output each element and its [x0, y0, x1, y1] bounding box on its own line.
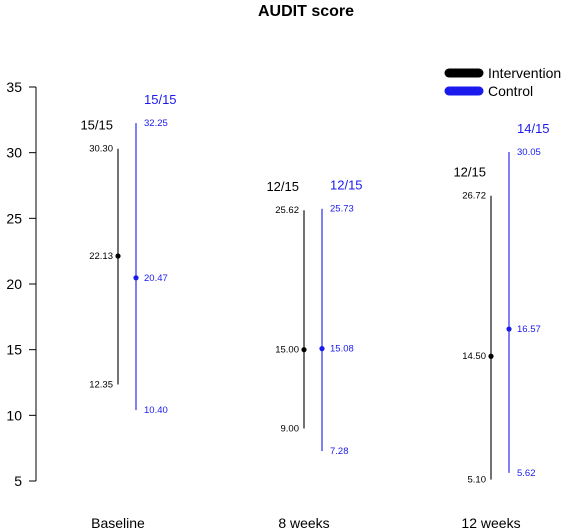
- x-axis-categories: Baseline 8 weeks 12 weeks: [91, 515, 520, 530]
- sample-size-label: 14/15: [517, 121, 550, 136]
- y-tick-label: 20: [6, 276, 22, 292]
- mean-value-label: 14.50: [462, 351, 486, 362]
- errorbar-group: 30.30 22.13 12.35 15/15: [80, 118, 121, 390]
- mean-value-label: 15.00: [275, 345, 299, 356]
- y-tick-label: 35: [6, 79, 22, 95]
- errorbar-group: 32.25 20.47 10.40 15/15: [133, 92, 177, 416]
- x-category-label: Baseline: [91, 515, 145, 530]
- y-tick-label: 10: [6, 407, 22, 423]
- sample-size-label: 12/15: [266, 179, 299, 194]
- mean-value-label: 16.57: [517, 324, 541, 335]
- x-category-label: 8 weeks: [278, 515, 329, 530]
- upper-value-label: 30.30: [89, 144, 113, 155]
- mean-point: [115, 253, 121, 259]
- lower-value-label: 12.35: [89, 379, 113, 390]
- mean-point: [133, 275, 139, 281]
- series-layer: 30.3022.1312.3515/1525.6215.009.0012/152…: [80, 92, 549, 486]
- mean-point: [506, 326, 512, 332]
- y-tick-label: 5: [14, 473, 22, 489]
- mean-point: [488, 353, 494, 359]
- lower-value-label: 5.62: [517, 468, 536, 479]
- mean-value-label: 22.13: [89, 251, 113, 262]
- sample-size-label: 12/15: [453, 165, 486, 180]
- errorbar-group: 25.62 15.00 9.00 12/15: [266, 179, 307, 434]
- y-tick-label: 15: [6, 342, 22, 358]
- lower-value-label: 10.40: [144, 405, 168, 416]
- lower-value-label: 7.28: [330, 446, 349, 457]
- legend-label: Control: [488, 83, 533, 99]
- upper-value-label: 32.25: [144, 118, 168, 129]
- y-tick-label: 30: [6, 145, 22, 161]
- upper-value-label: 26.72: [462, 191, 486, 202]
- x-category-label: 12 weeks: [461, 515, 520, 530]
- upper-value-label: 25.62: [275, 205, 299, 216]
- upper-value-label: 25.73: [330, 204, 354, 215]
- mean-point: [301, 347, 307, 353]
- errorbar-group: 25.73 15.08 7.28 12/15: [319, 178, 363, 457]
- upper-value-label: 30.05: [517, 147, 541, 158]
- errorbar-group: 26.72 14.50 5.10 12/15: [453, 165, 494, 486]
- lower-value-label: 9.00: [281, 423, 300, 434]
- legend: Intervention Control: [444, 65, 561, 99]
- legend-label: Intervention: [488, 65, 561, 81]
- y-axis-ticks: 5 10 15 20 25 30 35: [6, 79, 36, 489]
- mean-value-label: 15.08: [330, 344, 354, 355]
- sample-size-label: 15/15: [80, 118, 113, 133]
- mean-point: [319, 346, 325, 352]
- sample-size-label: 12/15: [330, 178, 363, 193]
- errorbar-group: 30.05 16.57 5.62 14/15: [506, 121, 550, 479]
- mean-value-label: 20.47: [144, 273, 168, 284]
- sample-size-label: 15/15: [144, 92, 177, 107]
- y-tick-label: 25: [6, 210, 22, 226]
- lower-value-label: 5.10: [468, 475, 487, 486]
- chart-title: AUDIT score: [258, 3, 354, 20]
